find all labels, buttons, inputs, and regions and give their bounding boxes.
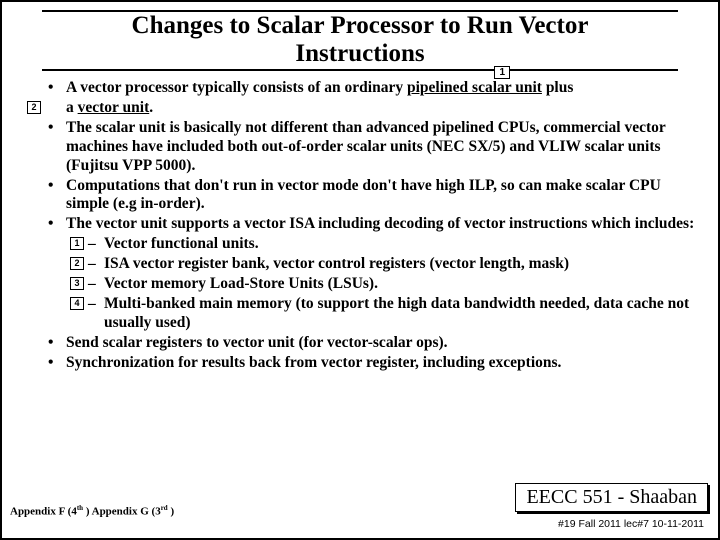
bullet-1-cont: 2 a vector unit. xyxy=(20,99,700,118)
t: A vector processor typically consists of… xyxy=(66,79,407,96)
sub-text: Vector memory Load-Store Units (LSUs). xyxy=(104,275,700,294)
content-area: • A vector processor typically consists … xyxy=(2,71,718,373)
sub-gutter: 2 xyxy=(66,255,88,274)
t: ) xyxy=(168,506,174,518)
bullet-text: Synchronization for results back from ve… xyxy=(66,354,700,373)
gutter xyxy=(20,334,48,353)
bullet-3: • Computations that don't run in vector … xyxy=(20,177,700,215)
bullet-text: Computations that don't run in vector mo… xyxy=(66,177,700,215)
gutter xyxy=(20,177,48,215)
sublist: 1 – Vector functional units. 2 – ISA vec… xyxy=(20,235,700,333)
bullet-mark: • xyxy=(48,354,66,373)
sub-badge-1: 1 xyxy=(70,237,83,250)
slide-title: Changes to Scalar Processor to Run Vecto… xyxy=(42,12,678,67)
bullet-text: The vector unit supports a vector ISA in… xyxy=(66,215,700,234)
bullet-text: The scalar unit is basically not differe… xyxy=(66,119,700,176)
t: pipelined scalar unit xyxy=(407,79,542,96)
t: plus xyxy=(542,79,573,96)
sub-2: 2 – ISA vector register bank, vector con… xyxy=(66,255,700,274)
title-line-1: Changes to Scalar Processor to Run Vecto… xyxy=(132,12,589,39)
gutter: 2 xyxy=(20,99,48,118)
sub-text: ISA vector register bank, vector control… xyxy=(104,255,700,274)
sub-4: 4 – Multi-banked main memory (to support… xyxy=(66,295,700,333)
course-box: EECC 551 - Shaaban xyxy=(515,483,708,512)
dash: – xyxy=(88,275,104,294)
gutter xyxy=(20,354,48,373)
bullet-2: • The scalar unit is basically not diffe… xyxy=(20,119,700,176)
dash: – xyxy=(88,295,104,333)
sub-1: 1 – Vector functional units. xyxy=(66,235,700,254)
bullet-text: a vector unit. xyxy=(66,99,700,118)
sub-gutter: 3 xyxy=(66,275,88,294)
dash: – xyxy=(88,255,104,274)
title-badge: 1 xyxy=(494,66,510,79)
t: Appendix F (4 xyxy=(10,506,77,518)
sub-3: 3 – Vector memory Load-Store Units (LSUs… xyxy=(66,275,700,294)
bullet-mark xyxy=(48,99,66,118)
sub-badge-4: 4 xyxy=(70,297,83,310)
bullet-1: • A vector processor typically consists … xyxy=(20,79,700,98)
t: ) Appendix G (3 xyxy=(83,506,161,518)
bullet-mark: • xyxy=(48,215,66,234)
bullet-4: • The vector unit supports a vector ISA … xyxy=(20,215,700,234)
sub-gutter: 4 xyxy=(66,295,88,333)
sup: rd xyxy=(161,504,168,512)
gutter xyxy=(20,79,48,98)
footer-appendix: Appendix F (4th ) Appendix G (3rd ) xyxy=(10,504,174,518)
t: vector unit xyxy=(78,99,150,116)
sub-text: Multi-banked main memory (to support the… xyxy=(104,295,700,333)
t: . xyxy=(149,99,153,116)
bullet-text: A vector processor typically consists of… xyxy=(66,79,700,98)
sub-gutter: 1 xyxy=(66,235,88,254)
title-block: Changes to Scalar Processor to Run Vecto… xyxy=(42,10,678,71)
bullet-mark: • xyxy=(48,334,66,353)
gutter xyxy=(20,215,48,234)
title-line-2: Instructions xyxy=(295,40,424,67)
gutter xyxy=(20,119,48,176)
footer-meta: #19 Fall 2011 lec#7 10-11-2011 xyxy=(558,518,704,530)
bullet-6: • Synchronization for results back from … xyxy=(20,354,700,373)
bullet-text: Send scalar registers to vector unit (fo… xyxy=(66,334,700,353)
sub-badge-2: 2 xyxy=(70,257,83,270)
bullet-5: • Send scalar registers to vector unit (… xyxy=(20,334,700,353)
sub-text: Vector functional units. xyxy=(104,235,700,254)
t: a xyxy=(66,99,78,116)
dash: – xyxy=(88,235,104,254)
bullet-mark: • xyxy=(48,79,66,98)
sub-badge-3: 3 xyxy=(70,277,83,290)
bullet-mark: • xyxy=(48,177,66,215)
bullet-mark: • xyxy=(48,119,66,176)
margin-badge-2: 2 xyxy=(27,101,40,114)
